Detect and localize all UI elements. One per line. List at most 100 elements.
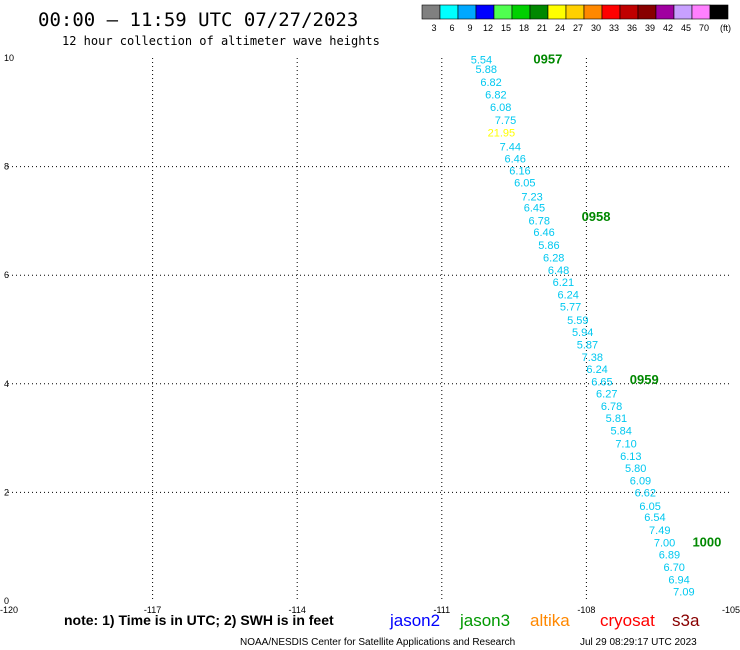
point-label: 5.87 xyxy=(577,340,598,352)
colorbar-swatch xyxy=(421,4,441,20)
colorbar-swatch xyxy=(529,4,549,20)
satellite-legend-item: s3a xyxy=(672,611,700,630)
colorbar-label: 33 xyxy=(609,23,619,33)
point-label: 7.44 xyxy=(500,141,521,153)
colorbar-label: 18 xyxy=(519,23,529,33)
point-label: 7.38 xyxy=(582,352,603,364)
colorbar-label: 70 xyxy=(699,23,709,33)
x-tick-label: -117 xyxy=(144,605,161,615)
time-label: 0959 xyxy=(630,372,659,387)
colorbar-swatch xyxy=(709,4,729,20)
point-label: 21.95 xyxy=(488,128,516,140)
colorbar-swatch xyxy=(655,4,675,20)
point-label: 6.46 xyxy=(533,227,554,239)
point-label: 6.13 xyxy=(620,451,641,463)
y-tick-label: 4 xyxy=(4,379,9,389)
point-label: 6.45 xyxy=(524,203,545,215)
colorbar-swatch xyxy=(547,4,567,20)
point-label: 5.77 xyxy=(560,301,581,313)
colorbar-label: 45 xyxy=(681,23,691,33)
y-tick-label: 2 xyxy=(4,487,9,497)
point-label: 6.89 xyxy=(659,550,680,562)
x-tick-label: -108 xyxy=(577,605,595,615)
point-label: 6.46 xyxy=(504,153,525,165)
colorbar-label: 30 xyxy=(591,23,601,33)
colorbar-label: 36 xyxy=(627,23,637,33)
point-label: 6.62 xyxy=(635,488,656,500)
point-label: 6.16 xyxy=(509,166,530,178)
colorbar-swatch xyxy=(583,4,603,20)
satellite-legend-item: altika xyxy=(530,611,570,630)
point-label: 6.70 xyxy=(664,562,685,574)
point-label: 5.59 xyxy=(567,315,588,327)
footer-credit: NOAA/NESDIS Center for Satellite Applica… xyxy=(240,637,515,648)
colorbar-swatch xyxy=(619,4,639,20)
colorbar-swatch xyxy=(565,4,585,20)
colorbar-label: 15 xyxy=(501,23,511,33)
colorbar-label: 6 xyxy=(449,23,454,33)
point-label: 6.82 xyxy=(480,77,501,89)
x-tick-label: -120 xyxy=(0,605,18,615)
footer-note: note: 1) Time is in UTC; 2) SWH is in fe… xyxy=(64,612,334,628)
point-label: 5.88 xyxy=(476,64,497,76)
point-label: 7.00 xyxy=(654,538,675,550)
satellite-legend: jason2 jason3 altika cryosat s3a xyxy=(389,611,700,630)
point-label: 5.54 xyxy=(471,54,492,66)
x-tick-label: -105 xyxy=(722,605,740,615)
satellite-legend-item: jason2 xyxy=(389,611,440,630)
chart-subtitle: 12 hour collection of altimeter wave hei… xyxy=(62,34,380,48)
point-label: 7.10 xyxy=(615,438,636,450)
point-label: 5.94 xyxy=(572,327,593,339)
x-tick-label: -114 xyxy=(289,605,306,615)
x-tick-label: -111 xyxy=(433,605,450,615)
colorbar-swatch xyxy=(493,4,513,20)
time-labels: 0957 0958 0959 1000 xyxy=(533,51,721,549)
point-label: 6.27 xyxy=(596,388,617,400)
point-label: 6.21 xyxy=(553,277,574,289)
point-label: 6.82 xyxy=(485,90,506,102)
y-tick-label: 6 xyxy=(4,270,9,280)
colorbar-swatch xyxy=(637,4,657,20)
colorbar-swatch xyxy=(439,4,459,20)
point-label: 6.09 xyxy=(630,475,651,487)
colorbar-label: 12 xyxy=(483,23,493,33)
colorbar-label: 27 xyxy=(573,23,583,33)
point-label: 5.80 xyxy=(625,463,646,475)
colorbar-unit: (ft) xyxy=(720,23,731,33)
plot-axes: -120 -117 -114 -111 -108 -105 0 2 4 6 8 10 xyxy=(0,53,740,615)
point-label: 7.09 xyxy=(673,587,694,599)
point-label: 6.24 xyxy=(586,364,607,376)
point-label: 7.75 xyxy=(495,115,516,127)
wave-height-points: 5.545.886.826.826.087.7521.957.446.466.1… xyxy=(471,54,695,598)
colorbar-swatch xyxy=(511,4,531,20)
y-tick-label: 8 xyxy=(4,162,9,172)
colorbar-legend: 3 6 9 12 15 18 21 24 27 30 33 36 39 42 45 70 (ft) xyxy=(421,4,731,33)
point-label: 6.94 xyxy=(668,575,689,587)
point-label: 6.24 xyxy=(557,290,578,302)
colorbar-label: 9 xyxy=(467,23,472,33)
satellite-legend-item: cryosat xyxy=(600,611,655,630)
point-label: 6.54 xyxy=(644,512,665,524)
time-label: 0957 xyxy=(533,51,562,66)
time-label: 0958 xyxy=(582,209,611,224)
time-label: 1000 xyxy=(692,535,721,550)
footer-timestamp: Jul 29 08:29:17 UTC 2023 xyxy=(580,637,697,648)
colorbar-swatch xyxy=(673,4,693,20)
point-label: 5.84 xyxy=(611,425,632,437)
plot-grid xyxy=(8,58,731,601)
colorbar-label: 24 xyxy=(555,23,565,33)
colorbar-swatch xyxy=(475,4,495,20)
point-label: 5.86 xyxy=(538,240,559,252)
point-label: 6.78 xyxy=(601,401,622,413)
point-label: 6.65 xyxy=(591,376,612,388)
colorbar-label: 39 xyxy=(645,23,655,33)
point-label: 5.81 xyxy=(606,413,627,425)
colorbar-label: 42 xyxy=(663,23,673,33)
point-label: 6.78 xyxy=(529,216,550,228)
colorbar-swatch xyxy=(457,4,477,20)
point-label: 6.05 xyxy=(514,178,535,190)
point-label: 7.23 xyxy=(521,191,542,203)
point-label: 6.05 xyxy=(639,501,660,513)
